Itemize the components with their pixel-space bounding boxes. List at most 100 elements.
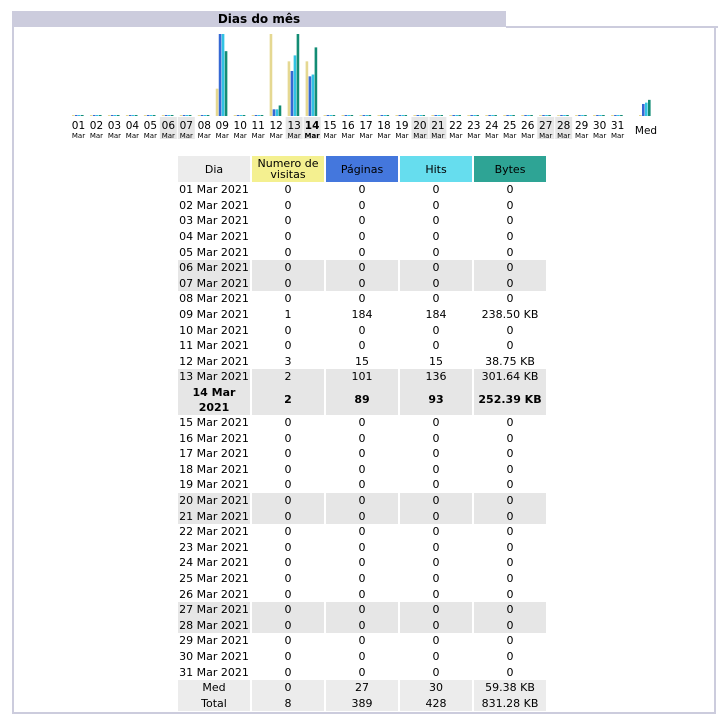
cell-visitas: 0 [284,556,292,570]
cell-bytes: 0 [506,447,514,461]
cell-hits: 0 [432,198,440,212]
cell-hits: 0 [432,478,440,492]
bar-26-s3 [530,115,533,116]
bar-09-s3 [224,51,228,117]
tick-label-month: Mar [341,132,354,140]
table-body: 01 Mar 2021 0 0 0 0 02 Mar 2021 0 0 0 0 03 Mar 202… [178,182,546,711]
cell-paginas: 184 [351,308,373,322]
cell-dia: 27 Mar 2021 [178,601,250,618]
table-row: 24 Mar 2021 0 0 0 0 [178,555,546,571]
cell-bytes: 0 [506,245,514,259]
cell-paginas: 0 [326,492,398,509]
bar-08-s1 [200,115,204,116]
cell-bytes: 0 [506,587,514,601]
tick-label-month: Mar [162,132,175,140]
bar-25-s3 [512,115,515,116]
bar-23-s1 [470,115,473,116]
cell-paginas: 0 [358,183,366,197]
bar-19-s3 [404,115,408,116]
cell-paginas: 0 [358,431,366,445]
bar-23-s0 [467,115,470,116]
bar-21-s2 [437,115,440,116]
tick-label-day: 14 [305,120,320,132]
bar-04-s3 [134,115,138,116]
bar-10-s3 [242,115,246,116]
cell-bytes: 0 [474,492,546,509]
bar-30-s2 [599,115,602,116]
cell-bytes: 0 [506,571,514,585]
cell-bytes: 0 [506,525,514,539]
header-dia: Dia [178,156,250,182]
cell-dia: 14 Mar 2021 [178,384,250,415]
bar-08-s0 [197,115,201,116]
bar-08-s3 [206,115,210,116]
bar-04-s0 [125,115,129,116]
cell-visitas: 0 [284,525,292,539]
table-row: 10 Mar 2021 0 0 0 0 [178,322,546,338]
table-row: 17 Mar 2021 0 0 0 0 [178,446,546,462]
cell-visitas: 0 [284,447,292,461]
cell-dia: 11 Mar 2021 [179,339,249,353]
cell-hits: 0 [432,245,440,259]
header-bytes: Bytes [474,156,546,182]
bar-18-s0 [377,115,381,116]
table-row: 28 Mar 2021 0 0 0 0 [178,617,546,634]
cell-hits: 0 [432,323,440,337]
bar-06-s3 [170,115,174,116]
bar-03-s1 [110,115,114,116]
cell-paginas: 0 [358,323,366,337]
cell-bytes: 59.38 KB [474,679,546,696]
bar-07-s2 [185,115,189,116]
cell-paginas: 0 [358,245,366,259]
bar-24-s3 [494,115,497,116]
header-paginas: Páginas [326,156,398,182]
header-visitas: Numero de visitas [252,156,324,182]
cell-visitas: 0 [284,198,292,212]
bar-02-s0 [89,115,93,116]
tick-label-month: Mar [288,132,301,140]
cell-hits: 0 [432,431,440,445]
bar-19-s0 [395,115,399,116]
bar-31-s1 [614,115,617,116]
bar-31-s3 [620,115,623,116]
bar-09-s0 [215,88,219,116]
cell-bytes: 0 [474,259,546,276]
cell-dia: 20 Mar 2021 [178,492,250,509]
cell-hits: 0 [432,556,440,570]
section-title: Dias do mês [217,12,301,26]
cell-hits: 136 [400,369,472,385]
cell-visitas: 0 [284,292,292,306]
bar-11-s1 [254,115,258,116]
bar-29-s2 [581,115,584,116]
weekend-label-bg [159,117,177,139]
cell-bytes: 0 [474,601,546,618]
bar-09-s2 [221,34,225,116]
header-hits: Hits [400,156,472,182]
tick-label-day: 17 [359,120,372,132]
cell-hits: 0 [432,292,440,306]
bar-18-s2 [383,115,387,116]
bar-07-s3 [188,115,192,116]
tick-label-month: Mar [503,132,516,140]
cell-bytes: 0 [506,634,514,648]
bar-03-s3 [116,115,120,116]
cell-dia: 31 Mar 2021 [179,665,249,679]
weekend-label-bg [303,117,321,139]
bar-02-s3 [98,115,102,116]
cell-visitas: 0 [284,665,292,679]
table-row: 26 Mar 2021 0 0 0 0 [178,586,546,602]
tick-label-day: 11 [251,120,264,132]
table-row: 30 Mar 2021 0 0 0 0 [178,649,546,665]
bar-05-s2 [149,115,153,116]
cell-dia: 25 Mar 2021 [179,571,249,585]
cell-dia: 26 Mar 2021 [179,587,249,601]
bar-26-s2 [527,115,530,116]
cell-visitas: 3 [284,354,292,368]
tick-label-month: Mar [252,132,265,140]
cell-paginas: 0 [358,416,366,430]
bar-18-s3 [386,115,390,116]
bar-19-s2 [401,115,405,116]
cell-bytes: 831.28 KB [474,695,546,711]
bar-25-s2 [509,115,512,116]
tick-label-day: 19 [395,120,408,132]
